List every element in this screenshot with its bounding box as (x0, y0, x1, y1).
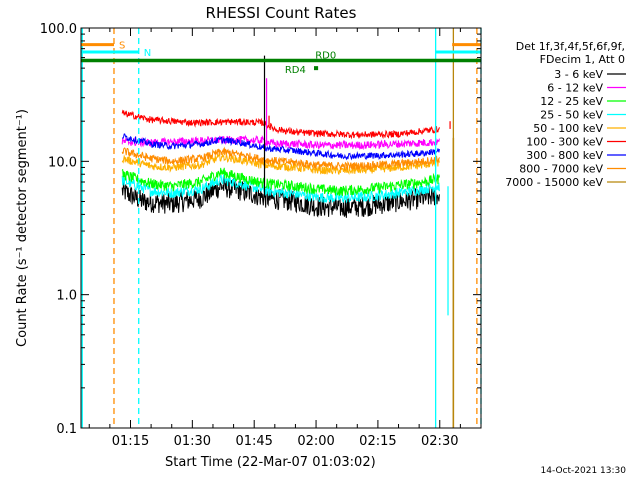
y-tick-label: 1.0 (56, 289, 77, 304)
annotation-label: N (144, 48, 151, 59)
legend-entry-label: 50 - 100 keV (533, 122, 603, 135)
series-line (121, 133, 440, 161)
instrument-annotations: S N RD0 RD4 (81, 28, 482, 428)
annotation-label: RD0 (315, 51, 336, 62)
x-tick-label: 02:00 (297, 434, 334, 449)
series-line (121, 167, 440, 196)
legend-entry-label: 25 - 50 keV (540, 109, 603, 122)
y-axis: 0.1 1.0 10.0 100.0 (40, 22, 481, 437)
legend-header-line-2: FDecim 1, Att 0 (540, 53, 625, 66)
series-line (121, 134, 440, 151)
series-line (121, 173, 440, 204)
legend-entry-label: 7000 - 15000 keV (505, 176, 603, 189)
legend-entry-label: 3 - 6 keV (554, 68, 603, 81)
x-tick-label: 01:15 (112, 434, 149, 449)
legend-header-line-1: Det 1f,3f,4f,5f,6f,9f, (516, 40, 625, 53)
legend-entry-label: 300 - 800 keV (526, 149, 603, 162)
x-tick-label: 01:45 (235, 434, 272, 449)
y-tick-label: 100.0 (40, 22, 77, 37)
y-tick-label: 0.1 (56, 422, 77, 437)
series-line (121, 146, 440, 172)
annotation-label: RD4 (285, 65, 306, 76)
legend-entry-label: 6 - 12 keV (547, 82, 603, 95)
legend-entry-label: 800 - 7000 keV (519, 163, 603, 176)
legend-entry-label: 12 - 25 keV (540, 95, 603, 108)
x-axis: 01:15 01:30 01:45 02:00 02:15 02:30 (88, 28, 482, 449)
chart-title: RHESSI Count Rates (206, 4, 357, 22)
annotation-label: S (119, 41, 125, 52)
generation-timestamp: 14-Oct-2021 13:30 (541, 466, 627, 476)
x-tick-label: 02:15 (359, 434, 396, 449)
x-tick-label: 01:30 (174, 434, 211, 449)
x-axis-label: Start Time (22-Mar-07 01:03:02) (165, 455, 376, 470)
series-line (121, 109, 440, 140)
y-tick-label: 10.0 (48, 155, 77, 170)
plot-lines (121, 55, 455, 428)
x-tick-label: 02:30 (421, 434, 458, 449)
legend: Det 1f,3f,4f,5f,6f,9f, FDecim 1, Att 0 3… (505, 40, 626, 189)
series-line (121, 152, 440, 176)
legend-entry-label: 100 - 300 keV (526, 136, 603, 149)
y-axis-label: Count Rate (s⁻¹ detector segment⁻¹) (15, 109, 30, 347)
plot-frame (80, 27, 482, 429)
